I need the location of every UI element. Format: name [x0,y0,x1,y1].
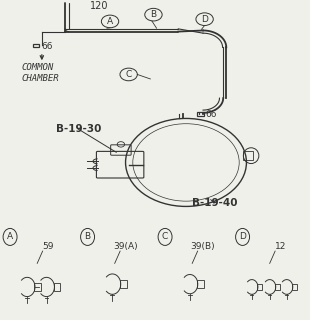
Text: A: A [7,232,13,241]
Text: A: A [107,17,113,26]
Text: COMMON: COMMON [22,63,54,72]
Text: B: B [85,232,91,241]
Text: C: C [162,232,168,241]
Text: 66: 66 [42,42,53,51]
Text: 12: 12 [275,242,286,251]
Text: CHAMBER: CHAMBER [22,75,59,84]
Text: B: B [150,10,157,19]
Text: B-19-40: B-19-40 [192,198,238,208]
Text: D: D [239,232,246,241]
Text: 120: 120 [90,1,108,11]
Text: B-19-30: B-19-30 [56,124,101,133]
Text: 39(A): 39(A) [113,242,138,251]
Text: D: D [201,15,208,24]
Text: 39(B): 39(B) [191,242,215,251]
Text: 59: 59 [42,242,54,251]
Text: 66: 66 [206,110,217,119]
Text: C: C [126,70,132,79]
